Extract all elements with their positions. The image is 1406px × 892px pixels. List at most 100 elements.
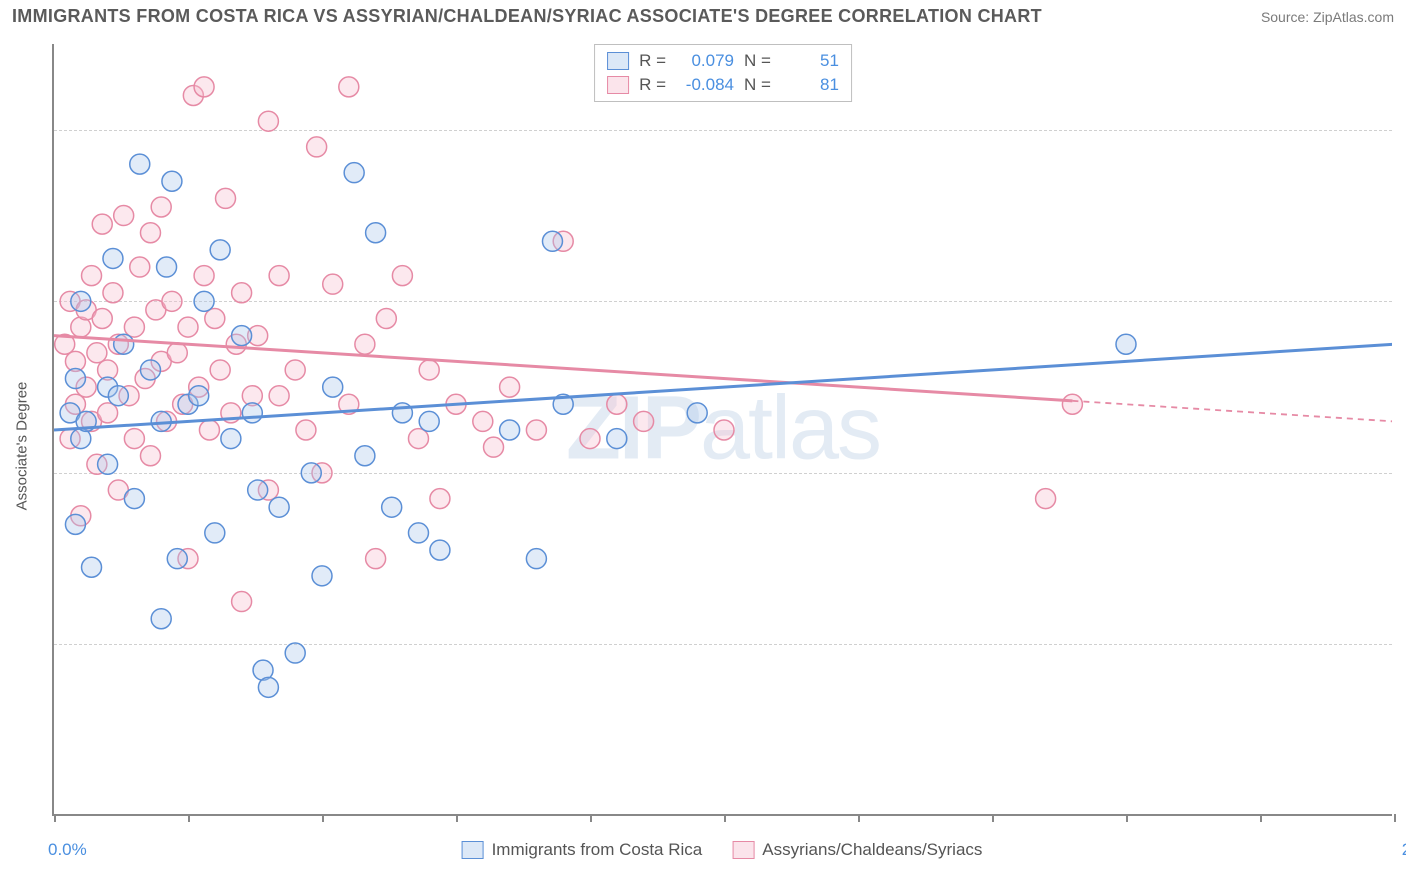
source-label: Source: ZipAtlas.com: [1261, 9, 1394, 25]
data-point: [151, 197, 171, 217]
data-point: [65, 514, 85, 534]
data-point: [248, 480, 268, 500]
x-tick: [1260, 814, 1262, 822]
n-label: N =: [744, 51, 771, 71]
data-point: [189, 386, 209, 406]
data-point: [323, 274, 343, 294]
legend-item: Immigrants from Costa Rica: [462, 840, 703, 860]
data-point: [87, 343, 107, 363]
data-point: [210, 360, 230, 380]
r-value-1: 0.079: [676, 51, 734, 71]
data-point: [376, 308, 396, 328]
data-point: [484, 437, 504, 457]
swatch-series-1: [607, 52, 629, 70]
data-point: [157, 257, 177, 277]
data-point: [221, 429, 241, 449]
data-point: [98, 403, 118, 423]
data-point: [301, 463, 321, 483]
data-point: [687, 403, 707, 423]
data-point: [71, 291, 91, 311]
n-label: N =: [744, 75, 771, 95]
data-point: [108, 386, 128, 406]
chart-title: IMMIGRANTS FROM COSTA RICA VS ASSYRIAN/C…: [12, 6, 1042, 27]
data-point: [634, 411, 654, 431]
data-point: [82, 557, 102, 577]
data-point: [232, 283, 252, 303]
y-axis-label: Associate's Degree: [14, 382, 31, 511]
correlation-legend: R = 0.079 N = 51 R = -0.084 N = 81: [594, 44, 852, 102]
data-point: [269, 386, 289, 406]
data-point: [430, 540, 450, 560]
data-point: [392, 266, 412, 286]
data-point: [419, 411, 439, 431]
data-point: [130, 257, 150, 277]
legend-row: R = -0.084 N = 81: [607, 73, 839, 97]
data-point: [714, 420, 734, 440]
data-point: [103, 283, 123, 303]
data-point: [408, 429, 428, 449]
data-point: [151, 609, 171, 629]
swatch-series-1: [462, 841, 484, 859]
data-point: [307, 137, 327, 157]
data-point: [242, 403, 262, 423]
data-point: [500, 377, 520, 397]
data-point: [205, 308, 225, 328]
legend-row: R = 0.079 N = 51: [607, 49, 839, 73]
data-point: [526, 549, 546, 569]
data-point: [1062, 394, 1082, 414]
data-point: [162, 291, 182, 311]
data-point: [258, 111, 278, 131]
data-point: [194, 291, 214, 311]
data-point: [500, 420, 520, 440]
data-point: [162, 171, 182, 191]
data-point: [344, 163, 364, 183]
data-point: [258, 677, 278, 697]
data-point: [366, 549, 386, 569]
data-point: [205, 523, 225, 543]
data-point: [269, 497, 289, 517]
data-point: [355, 446, 375, 466]
data-point: [542, 231, 562, 251]
data-point: [323, 377, 343, 397]
x-tick: [1126, 814, 1128, 822]
data-point: [296, 420, 316, 440]
n-value-1: 51: [781, 51, 839, 71]
data-point: [194, 77, 214, 97]
legend-item: Assyrians/Chaldeans/Syriacs: [732, 840, 982, 860]
data-point: [339, 77, 359, 97]
data-point: [216, 188, 236, 208]
data-point: [92, 308, 112, 328]
trend-line-dashed: [1072, 401, 1392, 422]
plot-svg: [54, 44, 1392, 814]
r-value-2: -0.084: [676, 75, 734, 95]
data-point: [140, 223, 160, 243]
data-point: [232, 592, 252, 612]
plot-area: ZIPatlas R = 0.079 N = 51 R = -0.084 N =…: [52, 44, 1392, 816]
data-point: [140, 360, 160, 380]
data-point: [65, 369, 85, 389]
r-label: R =: [639, 75, 666, 95]
x-tick: [590, 814, 592, 822]
data-point: [103, 248, 123, 268]
data-point: [82, 266, 102, 286]
data-point: [285, 643, 305, 663]
data-point: [473, 411, 493, 431]
data-point: [366, 223, 386, 243]
data-point: [124, 489, 144, 509]
data-point: [210, 240, 230, 260]
x-tick: [456, 814, 458, 822]
title-bar: IMMIGRANTS FROM COSTA RICA VS ASSYRIAN/C…: [0, 0, 1406, 31]
data-point: [167, 343, 187, 363]
x-tick: [724, 814, 726, 822]
data-point: [382, 497, 402, 517]
x-min-label: 0.0%: [48, 840, 87, 860]
data-point: [1116, 334, 1136, 354]
data-point: [130, 154, 150, 174]
data-point: [285, 360, 305, 380]
data-point: [194, 266, 214, 286]
data-point: [114, 334, 134, 354]
legend-label-1: Immigrants from Costa Rica: [492, 840, 703, 860]
x-tick: [54, 814, 56, 822]
data-point: [526, 420, 546, 440]
data-point: [355, 334, 375, 354]
